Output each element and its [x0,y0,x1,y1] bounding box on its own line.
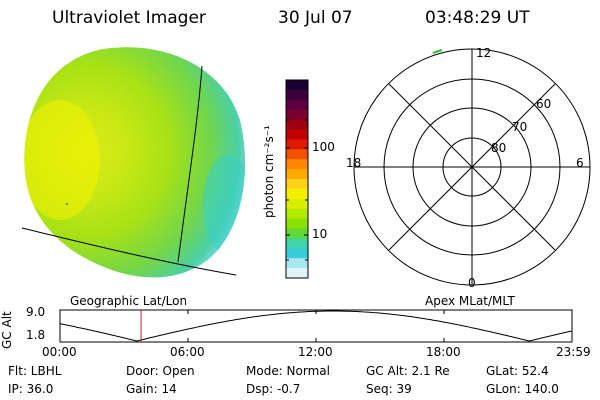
uv-globe-image [21,47,246,278]
status-door: Door: Open [126,364,195,378]
colorbar-frame [285,79,309,279]
colorbar-segment [286,268,308,279]
xtick-1200: 12:00 [298,345,333,359]
xtick-2359: 23:59 [556,345,591,359]
intensity-colorbar [285,79,309,279]
colorbar-segment [286,238,308,249]
altitude-plot [59,309,573,343]
colorbar-segment [286,89,308,101]
mlt-label-18: 18 [346,156,362,170]
polar-data-trace [432,49,443,54]
status-gain: Gain: 14 [126,382,177,396]
xtick-0600: 06:00 [170,345,205,359]
status-seq: Seq: 39 [366,382,412,396]
status-filter: Flt: LBHL [8,364,62,378]
colorbar-segment [286,99,308,111]
mlt-label-6: 6 [576,156,584,170]
parallel-line [21,227,237,276]
altitude-ticks [59,310,573,342]
xtick-1800: 18:00 [426,345,461,359]
xtick-0000: 00:00 [42,345,77,359]
colorbar-segment [286,129,308,140]
colorbar-segment [286,198,308,210]
globe-caption: Geographic Lat/Lon [70,294,188,308]
altitude-ytick-9: 9.0 [26,305,46,319]
altitude-curve [59,310,573,342]
mlat-label-60: 60 [536,97,552,111]
polar-grid [353,48,591,286]
status-dsp: Dsp: -0.7 [246,382,301,396]
colorbar-segment [286,188,308,200]
altitude-ytick-1-8: 1.8 [26,328,46,342]
colorbar-unit-label: photon cm⁻²s⁻¹ [262,125,276,218]
colorbar-segment [286,159,308,170]
meridian-line [177,65,203,263]
colorbar-segment [286,149,308,160]
colorbar-tick-10: 10 [312,227,328,241]
mlt-label-12: 12 [476,46,492,60]
colorbar-segment [286,179,308,190]
polar-caption: Apex MLat/MLT [425,294,515,308]
instrument-title: Ultraviolet Imager [52,8,206,28]
colorbar-segment [286,109,308,121]
colorbar-segment [286,169,308,180]
status-gc-alt: GC Alt: 2.1 Re [366,364,450,378]
time-label: 03:48:29 UT [425,8,530,28]
colorbar-segment [286,139,308,150]
mlat-label-80: 80 [491,141,507,155]
colorbar-segment [286,228,308,239]
status-ip: IP: 36.0 [8,382,54,396]
mlat-label-70: 70 [512,120,528,134]
colorbar-segment [286,218,308,229]
colorbar-tick-100: 100 [312,140,335,154]
date-label: 30 Jul 07 [278,8,353,28]
altitude-ylabel: GC Alt [0,311,14,349]
status-glon: GLon: 140.0 [486,382,559,396]
colorbar-ticks [286,119,308,261]
colorbar-segment [286,208,308,220]
mlt-label-0: 0 [468,276,476,290]
colorbar-segment [286,80,308,91]
colorbar-segment [286,119,308,130]
status-glat: GLat: 52.4 [486,364,549,378]
colorbar-segment [286,258,308,269]
status-mode: Mode: Normal [246,364,330,378]
colorbar-segment [286,248,308,259]
